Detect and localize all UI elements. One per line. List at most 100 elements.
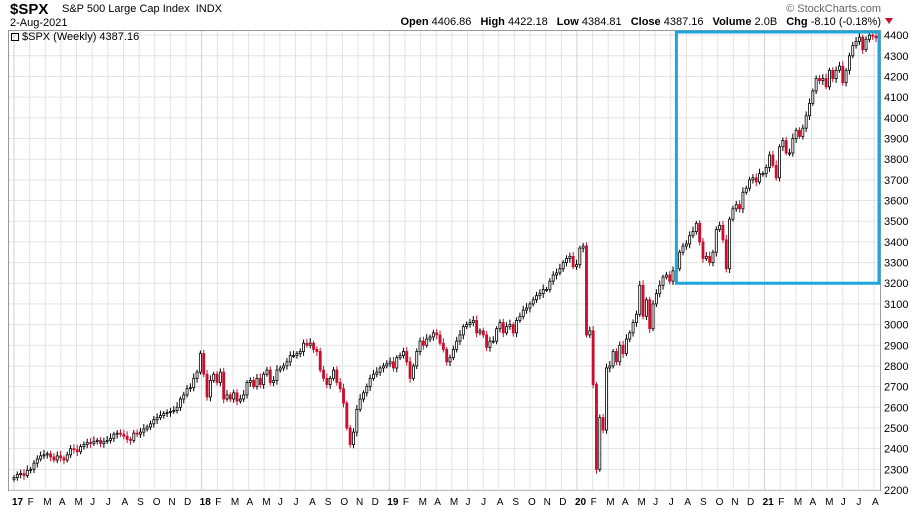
candle-body xyxy=(245,382,249,396)
index-full-name: S&P 500 Large Cap Index xyxy=(62,3,190,15)
candle-body xyxy=(172,409,176,412)
candle-body xyxy=(308,342,312,346)
candle-body xyxy=(511,324,515,334)
y-tick-label: 3000 xyxy=(884,320,908,332)
candle-body xyxy=(734,204,738,210)
x-tick-label: M xyxy=(637,497,645,508)
x-tick-label: S xyxy=(700,497,707,508)
candle-body xyxy=(438,334,442,344)
candle-body xyxy=(42,454,46,457)
x-tick-label: A xyxy=(309,497,316,508)
candle-body xyxy=(352,431,355,445)
candle-body xyxy=(661,276,665,286)
candle-body xyxy=(518,315,522,321)
x-tick-label: J xyxy=(481,497,486,508)
candle-body xyxy=(225,394,229,400)
candle-body xyxy=(681,245,685,253)
candle-body xyxy=(485,334,489,348)
x-tick-label: S xyxy=(137,497,144,508)
candle-body xyxy=(202,353,206,375)
candle-body xyxy=(125,435,129,440)
candle-body xyxy=(578,247,582,266)
plot-area[interactable] xyxy=(8,30,881,491)
candle-body xyxy=(495,328,499,342)
y-tick-label: 4200 xyxy=(884,71,908,83)
candle-body xyxy=(631,322,635,334)
x-tick-label: M xyxy=(262,497,270,508)
candle-body xyxy=(525,307,529,311)
candle-body xyxy=(671,270,675,282)
x-tick-label: J xyxy=(90,497,95,508)
candle-body xyxy=(678,251,682,270)
candle-body xyxy=(92,441,96,444)
chart-legend: $SPX (Weekly) 4387.16 xyxy=(11,31,139,43)
candle-body xyxy=(85,442,89,445)
candle-body xyxy=(272,380,276,383)
candle-body xyxy=(49,453,53,458)
candle-body xyxy=(285,361,289,367)
candle-body xyxy=(398,355,402,359)
candle-body xyxy=(788,152,791,155)
candle-body xyxy=(874,35,878,39)
ohlc-stats: Open 4406.86 High 4422.18 Low 4384.81 Cl… xyxy=(400,16,881,28)
candle-body xyxy=(648,299,652,330)
candle-body xyxy=(778,146,781,179)
x-tick-label: J xyxy=(841,497,846,508)
candle-body xyxy=(545,289,548,291)
candle-body xyxy=(215,373,219,383)
x-tick-label: F xyxy=(778,497,784,508)
legend-label: $SPX (Weekly) 4387.16 xyxy=(22,31,140,43)
candle-body xyxy=(854,40,858,46)
candle-body xyxy=(315,349,319,352)
high-label: High xyxy=(480,16,505,28)
candle-body xyxy=(491,340,495,343)
x-tick-label: M xyxy=(231,497,239,508)
candle-body xyxy=(828,69,831,88)
x-tick-label: J xyxy=(465,497,470,508)
y-tick-label: 3100 xyxy=(884,299,908,311)
y-tick-label: 3600 xyxy=(884,196,908,208)
x-tick-label: S xyxy=(325,497,332,508)
candle-body xyxy=(195,371,199,379)
candle-body xyxy=(408,361,412,379)
y-tick-label: 4000 xyxy=(884,113,908,125)
candle-body xyxy=(378,367,382,373)
candle-body xyxy=(668,274,672,282)
candle-body xyxy=(312,342,315,350)
candle-body xyxy=(375,371,379,375)
candle-body xyxy=(481,330,485,336)
candle-body xyxy=(288,355,292,363)
candle-body xyxy=(69,448,73,456)
y-tick-label: 3300 xyxy=(884,258,908,270)
x-tick-label: O xyxy=(528,497,536,508)
candle-body xyxy=(714,229,718,253)
candle-body xyxy=(624,338,628,354)
candle-body xyxy=(448,357,452,363)
x-tick-label: J xyxy=(653,497,658,508)
candle-body xyxy=(295,353,299,357)
x-tick-label: J xyxy=(293,497,298,508)
y-tick-label: 3400 xyxy=(884,237,908,249)
candle-body xyxy=(431,332,435,338)
x-tick-label: A xyxy=(59,497,66,508)
candle-body xyxy=(262,373,266,385)
candle-body xyxy=(535,295,538,301)
candle-body xyxy=(641,284,645,317)
candle-body xyxy=(65,454,69,461)
candle-body xyxy=(618,344,622,363)
candle-body xyxy=(222,371,226,400)
candle-body xyxy=(39,455,43,460)
candle-body xyxy=(561,262,565,270)
close-value: 4387.16 xyxy=(663,16,704,28)
candle-body xyxy=(588,330,592,336)
candle-body xyxy=(568,255,572,259)
candle-body xyxy=(821,78,825,82)
y-tick-label: 2200 xyxy=(884,485,908,497)
candle-body xyxy=(248,380,252,383)
x-tick-label: 19 xyxy=(387,497,399,508)
candle-body xyxy=(608,365,612,369)
x-tick-label: A xyxy=(622,497,629,508)
candle-body xyxy=(152,419,156,425)
candle-body xyxy=(838,65,841,71)
